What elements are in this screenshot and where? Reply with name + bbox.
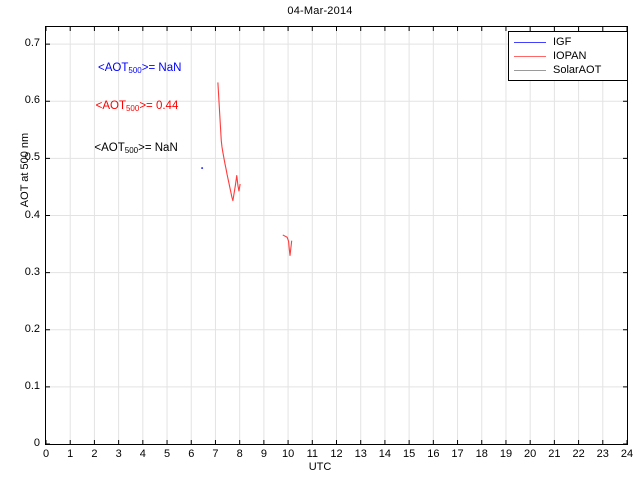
annotation-value: >= NaN	[138, 141, 178, 154]
x-tick-label: 21	[548, 448, 561, 460]
x-tick-label: 1	[67, 448, 74, 460]
plot-canvas	[46, 27, 627, 444]
legend-swatch-igf	[514, 41, 546, 43]
data-point	[201, 167, 204, 169]
annotation-subscript: 500	[128, 65, 142, 75]
y-tick-label: 0.5	[24, 151, 40, 164]
x-tick-label: 9	[260, 448, 267, 460]
annotation-subscript: 500	[124, 145, 139, 155]
legend-item-igf[interactable]: IGF	[509, 35, 627, 49]
data-line-iopan	[217, 82, 241, 202]
chart-title: 04-Mar-2014	[287, 5, 353, 17]
x-tick-label: 0	[42, 448, 50, 460]
x-tick-label: 18	[475, 448, 488, 460]
y-tick-label: 0.1	[24, 379, 40, 392]
x-tick-label: 8	[236, 448, 243, 460]
x-tick-label: 7	[212, 448, 219, 460]
aot-mean-annotation-2: <AOT500>= 0.44	[96, 100, 179, 113]
x-tick-label: 17	[451, 448, 464, 460]
x-tick-label: 11	[306, 448, 318, 460]
annotation-prefix: <AOT	[98, 61, 129, 74]
x-tick-label: 2	[91, 448, 98, 460]
annotation-subscript: 500	[125, 104, 140, 114]
annotation-value: >= 0.44	[139, 100, 179, 113]
y-tick-label: 0.6	[24, 94, 40, 107]
x-tick-label: 5	[163, 448, 171, 460]
annotation-prefix: <AOT	[95, 100, 126, 113]
x-tick-label: 22	[572, 448, 585, 460]
aot-mean-annotation-3: <AOT500>= NaN	[94, 142, 177, 155]
x-tick-label: 24	[620, 448, 634, 460]
legend-item-iopan[interactable]: IOPAN	[509, 49, 627, 63]
x-tick-label: 15	[403, 448, 416, 460]
legend-swatch-iopan	[514, 55, 546, 57]
x-tick-label: 14	[378, 448, 392, 460]
x-tick-label: 12	[330, 448, 343, 460]
legend-swatch-solaraot	[514, 69, 546, 71]
chart-legend: IGF IOPAN SolarAOT	[508, 31, 628, 81]
y-tick-label: 0.2	[24, 322, 40, 335]
x-tick-label: 16	[427, 448, 440, 460]
legend-label-igf: IGF	[553, 35, 572, 48]
legend-label-solaraot: SolarAOT	[553, 63, 602, 76]
x-tick-label: 10	[281, 448, 295, 460]
x-tick-label: 6	[188, 448, 195, 460]
y-tick-label: 0.7	[24, 37, 40, 50]
y-tick-label: 0.4	[24, 208, 40, 221]
x-tick-label: 3	[115, 448, 122, 460]
legend-label-iopan: IOPAN	[553, 49, 587, 62]
data-line-iopan	[282, 234, 293, 257]
x-axis-label: UTC	[308, 461, 332, 473]
x-tick-label: 20	[524, 448, 537, 460]
x-tick-label: 23	[596, 448, 609, 460]
y-tick-label: 0.3	[24, 265, 40, 278]
annotation-prefix: <AOT	[94, 141, 125, 154]
plot-area	[45, 26, 628, 445]
aot-mean-annotation-1: <AOT500>= NaN	[98, 62, 181, 75]
x-tick-label: 19	[499, 448, 513, 460]
x-tick-label: 4	[139, 448, 146, 460]
x-tick-label: 13	[354, 448, 367, 460]
y-tick-label: 0	[33, 437, 40, 449]
annotation-value: >= NaN	[141, 61, 182, 74]
legend-item-solaraot[interactable]: SolarAOT	[509, 63, 627, 77]
